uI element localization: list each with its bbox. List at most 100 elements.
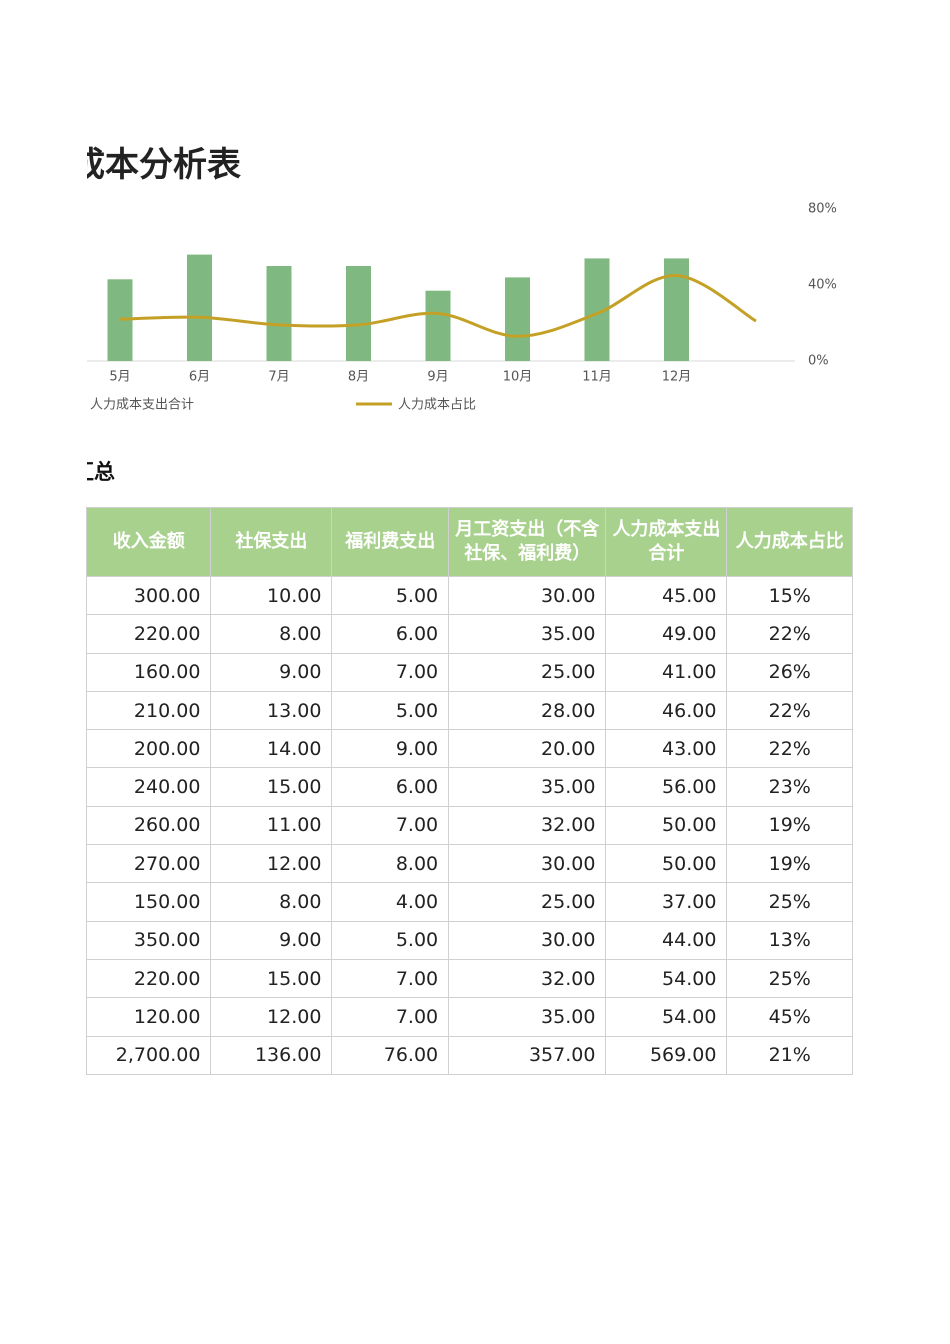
table-row: 200.00 14.00 9.00 20.00 43.00 22% <box>85 729 853 769</box>
table-row: 150.00 8.00 4.00 25.00 37.00 25% <box>85 882 853 922</box>
table-row: 120.00 12.00 7.00 35.00 54.00 45% <box>85 997 853 1037</box>
table-cell: 569.00 <box>605 1035 728 1075</box>
table-row: 220.00 8.00 6.00 35.00 49.00 22% <box>85 614 853 654</box>
table-cell: 15.00 <box>210 767 333 807</box>
table-cell: 4.00 <box>331 882 450 922</box>
table-cell: 30.00 <box>448 575 607 616</box>
table-cell: 19% <box>726 805 853 846</box>
table-cell: 2,700.00 <box>85 1035 212 1075</box>
table-cell: 357.00 <box>448 1035 607 1075</box>
table-cell: 25% <box>726 882 853 922</box>
table-cell: 136.00 <box>210 1035 333 1075</box>
header-cell: 人力成本占比 <box>726 507 853 577</box>
title-box: 成本分析表 <box>87 140 487 190</box>
table-cell: 8.00 <box>331 844 450 884</box>
table-cell: 6.00 <box>331 614 450 654</box>
table-cell: 37.00 <box>605 882 728 922</box>
table-body: 300.00 10.00 5.00 30.00 45.00 15% 220.00 8.00 6.… <box>85 575 853 1075</box>
table-cell: 49.00 <box>605 614 728 654</box>
table-row: 2,700.00 136.00 76.00 357.00 569.00 21% <box>85 1035 853 1075</box>
table-cell: 270.00 <box>85 844 212 884</box>
table-cell: 54.00 <box>605 958 728 999</box>
table-cell: 35.00 <box>448 997 607 1037</box>
y2-tick-label: 0% <box>808 354 829 369</box>
table-cell: 9.00 <box>210 920 333 960</box>
table-cell: 22% <box>726 614 853 654</box>
bar <box>505 277 530 361</box>
table-cell: 54.00 <box>605 997 728 1037</box>
table-cell: 15% <box>726 575 853 616</box>
table-cell: 7.00 <box>331 652 450 692</box>
table-cell: 220.00 <box>85 958 212 999</box>
table-row: 350.00 9.00 5.00 30.00 44.00 13% <box>85 920 853 960</box>
table-row: 210.00 13.00 5.00 28.00 46.00 22% <box>85 690 853 731</box>
x-tick-label: 10月 <box>503 370 533 385</box>
table-cell: 41.00 <box>605 652 728 692</box>
table-cell: 6.00 <box>331 767 450 807</box>
table-cell: 13.00 <box>210 690 333 731</box>
x-tick-label: 12月 <box>662 370 692 385</box>
table-cell: 210.00 <box>85 690 212 731</box>
table-cell: 20.00 <box>448 729 607 769</box>
table-cell: 22% <box>726 690 853 731</box>
table-cell: 45.00 <box>605 575 728 616</box>
line <box>119 273 757 338</box>
table-cell: 120.00 <box>85 997 212 1037</box>
y2-tick-label: 80% <box>808 202 837 217</box>
bar <box>266 266 292 361</box>
table-row: 160.00 9.00 7.00 25.00 41.00 26% <box>85 652 853 692</box>
table-cell: 76.00 <box>331 1035 450 1075</box>
legend-label: 人力成本支出合计 <box>90 398 194 413</box>
x-tick-label: 7月 <box>268 370 289 385</box>
x-tick-label: 9月 <box>427 370 448 385</box>
table-cell: 21% <box>726 1035 853 1075</box>
table-cell: 5.00 <box>331 920 450 960</box>
table-cell: 22% <box>726 729 853 769</box>
table-cell: 10.00 <box>210 575 333 616</box>
table-row: 300.00 10.00 5.00 30.00 45.00 15% <box>85 575 853 616</box>
table-cell: 11.00 <box>210 805 333 846</box>
table-row: 220.00 15.00 7.00 32.00 54.00 25% <box>85 958 853 999</box>
table-cell: 19% <box>726 844 853 884</box>
table-cell: 25% <box>726 958 853 999</box>
table-row: 260.00 11.00 7.00 32.00 50.00 19% <box>85 805 853 846</box>
table-cell: 15.00 <box>210 958 333 999</box>
bar <box>664 258 689 361</box>
y2-tick-label: 40% <box>808 278 837 293</box>
table-cell: 200.00 <box>85 729 212 769</box>
table-cell: 5.00 <box>331 575 450 616</box>
table-cell: 25.00 <box>448 652 607 692</box>
table-cell: 25.00 <box>448 882 607 922</box>
table-cell: 43.00 <box>605 729 728 769</box>
table-cell: 50.00 <box>605 805 728 846</box>
header-cell: 社保支出 <box>210 507 333 577</box>
table-cell: 56.00 <box>605 767 728 807</box>
summary-table: 收入金额 社保支出 福利费支出 月工资支出（不含社保、福利费） 人力成本支出合计 人力成本… <box>85 507 853 1075</box>
section-title: 汇总 <box>87 460 115 484</box>
header-cell: 收入金额 <box>85 507 212 577</box>
table-cell: 30.00 <box>448 920 607 960</box>
bar <box>187 254 212 361</box>
table-cell: 300.00 <box>85 575 212 616</box>
table-cell: 44.00 <box>605 920 728 960</box>
table-cell: 50.00 <box>605 844 728 884</box>
table-cell: 260.00 <box>85 805 212 846</box>
bar <box>425 290 451 361</box>
table-cell: 240.00 <box>85 767 212 807</box>
table-cell: 9.00 <box>210 652 333 692</box>
bar <box>346 266 371 361</box>
header-cell: 福利费支出 <box>331 507 450 577</box>
legend-label: 人力成本占比 <box>398 398 476 413</box>
table-cell: 28.00 <box>448 690 607 731</box>
table-row: 240.00 15.00 6.00 35.00 56.00 23% <box>85 767 853 807</box>
table-cell: 7.00 <box>331 958 450 999</box>
table-cell: 5.00 <box>331 690 450 731</box>
table-cell: 45% <box>726 997 853 1037</box>
table-cell: 32.00 <box>448 958 607 999</box>
table-cell: 46.00 <box>605 690 728 731</box>
table-cell: 7.00 <box>331 805 450 846</box>
table-cell: 12.00 <box>210 997 333 1037</box>
table-cell: 26% <box>726 652 853 692</box>
table-cell: 23% <box>726 767 853 807</box>
